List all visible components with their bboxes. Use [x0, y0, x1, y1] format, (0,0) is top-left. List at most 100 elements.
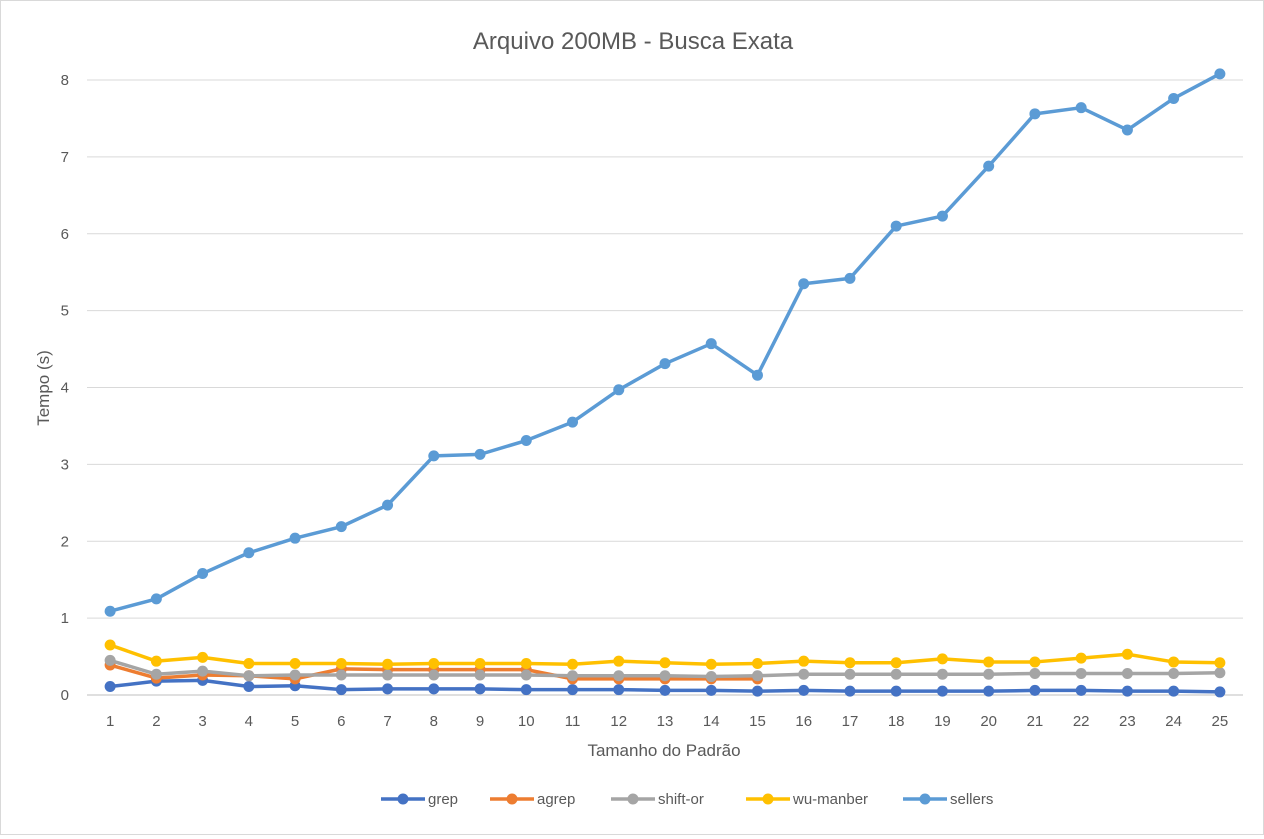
- x-tick-label: 7: [383, 713, 391, 730]
- data-point-shift-or: [844, 668, 856, 680]
- data-point-grep: [705, 684, 717, 696]
- y-tick-label: 6: [61, 226, 69, 243]
- legend-swatch-marker: [762, 793, 774, 805]
- data-point-grep: [983, 685, 995, 697]
- x-tick-label: 21: [1027, 713, 1044, 730]
- data-point-shift-or: [382, 669, 394, 681]
- data-point-grep: [751, 685, 763, 697]
- data-point-shift-or: [705, 671, 717, 683]
- series-line-sellers: [108, 72, 1222, 613]
- data-point-wu-manber: [1121, 648, 1133, 660]
- data-point-wu-manber: [798, 655, 810, 667]
- data-point-grep: [890, 685, 902, 697]
- data-point-sellers: [1075, 102, 1087, 114]
- x-tick-label: 10: [518, 713, 535, 730]
- x-tick-label: 20: [980, 713, 997, 730]
- data-point-wu-manber: [104, 639, 116, 651]
- data-point-wu-manber: [1075, 652, 1087, 664]
- data-point-sellers: [1121, 124, 1133, 136]
- x-tick-label: 17: [842, 713, 859, 730]
- x-tick-label: 13: [657, 713, 674, 730]
- data-point-shift-or: [197, 665, 209, 677]
- y-tick-label: 2: [61, 533, 69, 550]
- data-point-wu-manber: [1214, 657, 1226, 669]
- y-tick-label: 7: [61, 149, 69, 166]
- x-tick-label: 23: [1119, 713, 1136, 730]
- data-point-shift-or: [474, 669, 486, 681]
- data-point-sellers: [890, 220, 902, 232]
- series-shift-or: [104, 654, 1226, 683]
- data-point-wu-manber: [844, 657, 856, 669]
- legend-swatch-marker: [627, 793, 639, 805]
- x-tick-label: 25: [1212, 713, 1229, 730]
- x-tick-label: 6: [337, 713, 345, 730]
- data-point-wu-manber: [1168, 656, 1180, 668]
- data-point-sellers: [751, 369, 763, 381]
- data-point-grep: [567, 684, 579, 696]
- x-tick-label: 14: [703, 713, 720, 730]
- data-point-sellers: [798, 278, 810, 290]
- data-point-wu-manber: [243, 657, 255, 669]
- data-point-sellers: [474, 448, 486, 460]
- data-point-wu-manber: [567, 658, 579, 670]
- data-point-shift-or: [1214, 667, 1226, 679]
- data-point-wu-manber: [659, 657, 671, 669]
- data-point-sellers: [382, 499, 394, 511]
- data-point-sellers: [335, 521, 347, 533]
- data-point-grep: [1075, 684, 1087, 696]
- series-layer: [104, 68, 1226, 698]
- data-point-wu-manber: [983, 656, 995, 668]
- data-point-wu-manber: [705, 658, 717, 670]
- data-point-wu-manber: [197, 651, 209, 663]
- x-tick-label: 18: [888, 713, 905, 730]
- x-tick-label: 8: [430, 713, 438, 730]
- data-point-sellers: [150, 593, 162, 605]
- legend-label: grep: [428, 791, 458, 808]
- data-point-shift-or: [150, 668, 162, 680]
- x-tick-label: 15: [749, 713, 766, 730]
- data-point-shift-or: [335, 669, 347, 681]
- data-point-sellers: [104, 605, 116, 617]
- x-tick-label: 5: [291, 713, 299, 730]
- series-wu-manber: [104, 639, 1226, 670]
- data-point-sellers: [197, 568, 209, 580]
- legend-label: shift-or: [658, 791, 704, 808]
- data-point-shift-or: [890, 668, 902, 680]
- data-point-sellers: [243, 547, 255, 559]
- data-point-sellers: [1214, 68, 1226, 80]
- legend-item-grep: grep: [381, 791, 458, 808]
- data-point-grep: [1029, 684, 1041, 696]
- gridlines: [87, 79, 1243, 619]
- data-point-shift-or: [798, 668, 810, 680]
- data-point-shift-or: [567, 670, 579, 682]
- data-point-shift-or: [613, 670, 625, 682]
- data-point-grep: [474, 683, 486, 695]
- x-tick-label: 22: [1073, 713, 1090, 730]
- data-point-grep: [335, 684, 347, 696]
- x-tick-label: 11: [565, 713, 581, 730]
- data-point-shift-or: [983, 668, 995, 680]
- legend-label: agrep: [537, 791, 575, 808]
- legend-label: sellers: [950, 791, 993, 808]
- data-point-grep: [1214, 686, 1226, 698]
- x-tick-label: 4: [245, 713, 253, 730]
- data-point-shift-or: [1121, 667, 1133, 679]
- y-axis-ticks: 0 1 2 3 4 5 6 7 8: [61, 72, 69, 704]
- data-point-shift-or: [1075, 667, 1087, 679]
- y-tick-label: 4: [61, 380, 69, 397]
- data-point-shift-or: [428, 669, 440, 681]
- x-tick-label: 3: [198, 713, 206, 730]
- data-point-grep: [104, 681, 116, 693]
- x-axis-label: Tamanho do Padrão: [587, 741, 740, 760]
- data-point-shift-or: [289, 669, 301, 681]
- legend-swatch-marker: [506, 793, 518, 805]
- chart-title: Arquivo 200MB - Busca Exata: [473, 28, 794, 55]
- data-point-sellers: [936, 210, 948, 222]
- y-tick-label: 8: [61, 72, 69, 89]
- data-point-wu-manber: [289, 657, 301, 669]
- data-point-sellers: [659, 358, 671, 370]
- data-point-sellers: [613, 384, 625, 396]
- x-tick-label: 24: [1165, 713, 1182, 730]
- data-point-wu-manber: [520, 657, 532, 669]
- data-point-grep: [798, 684, 810, 696]
